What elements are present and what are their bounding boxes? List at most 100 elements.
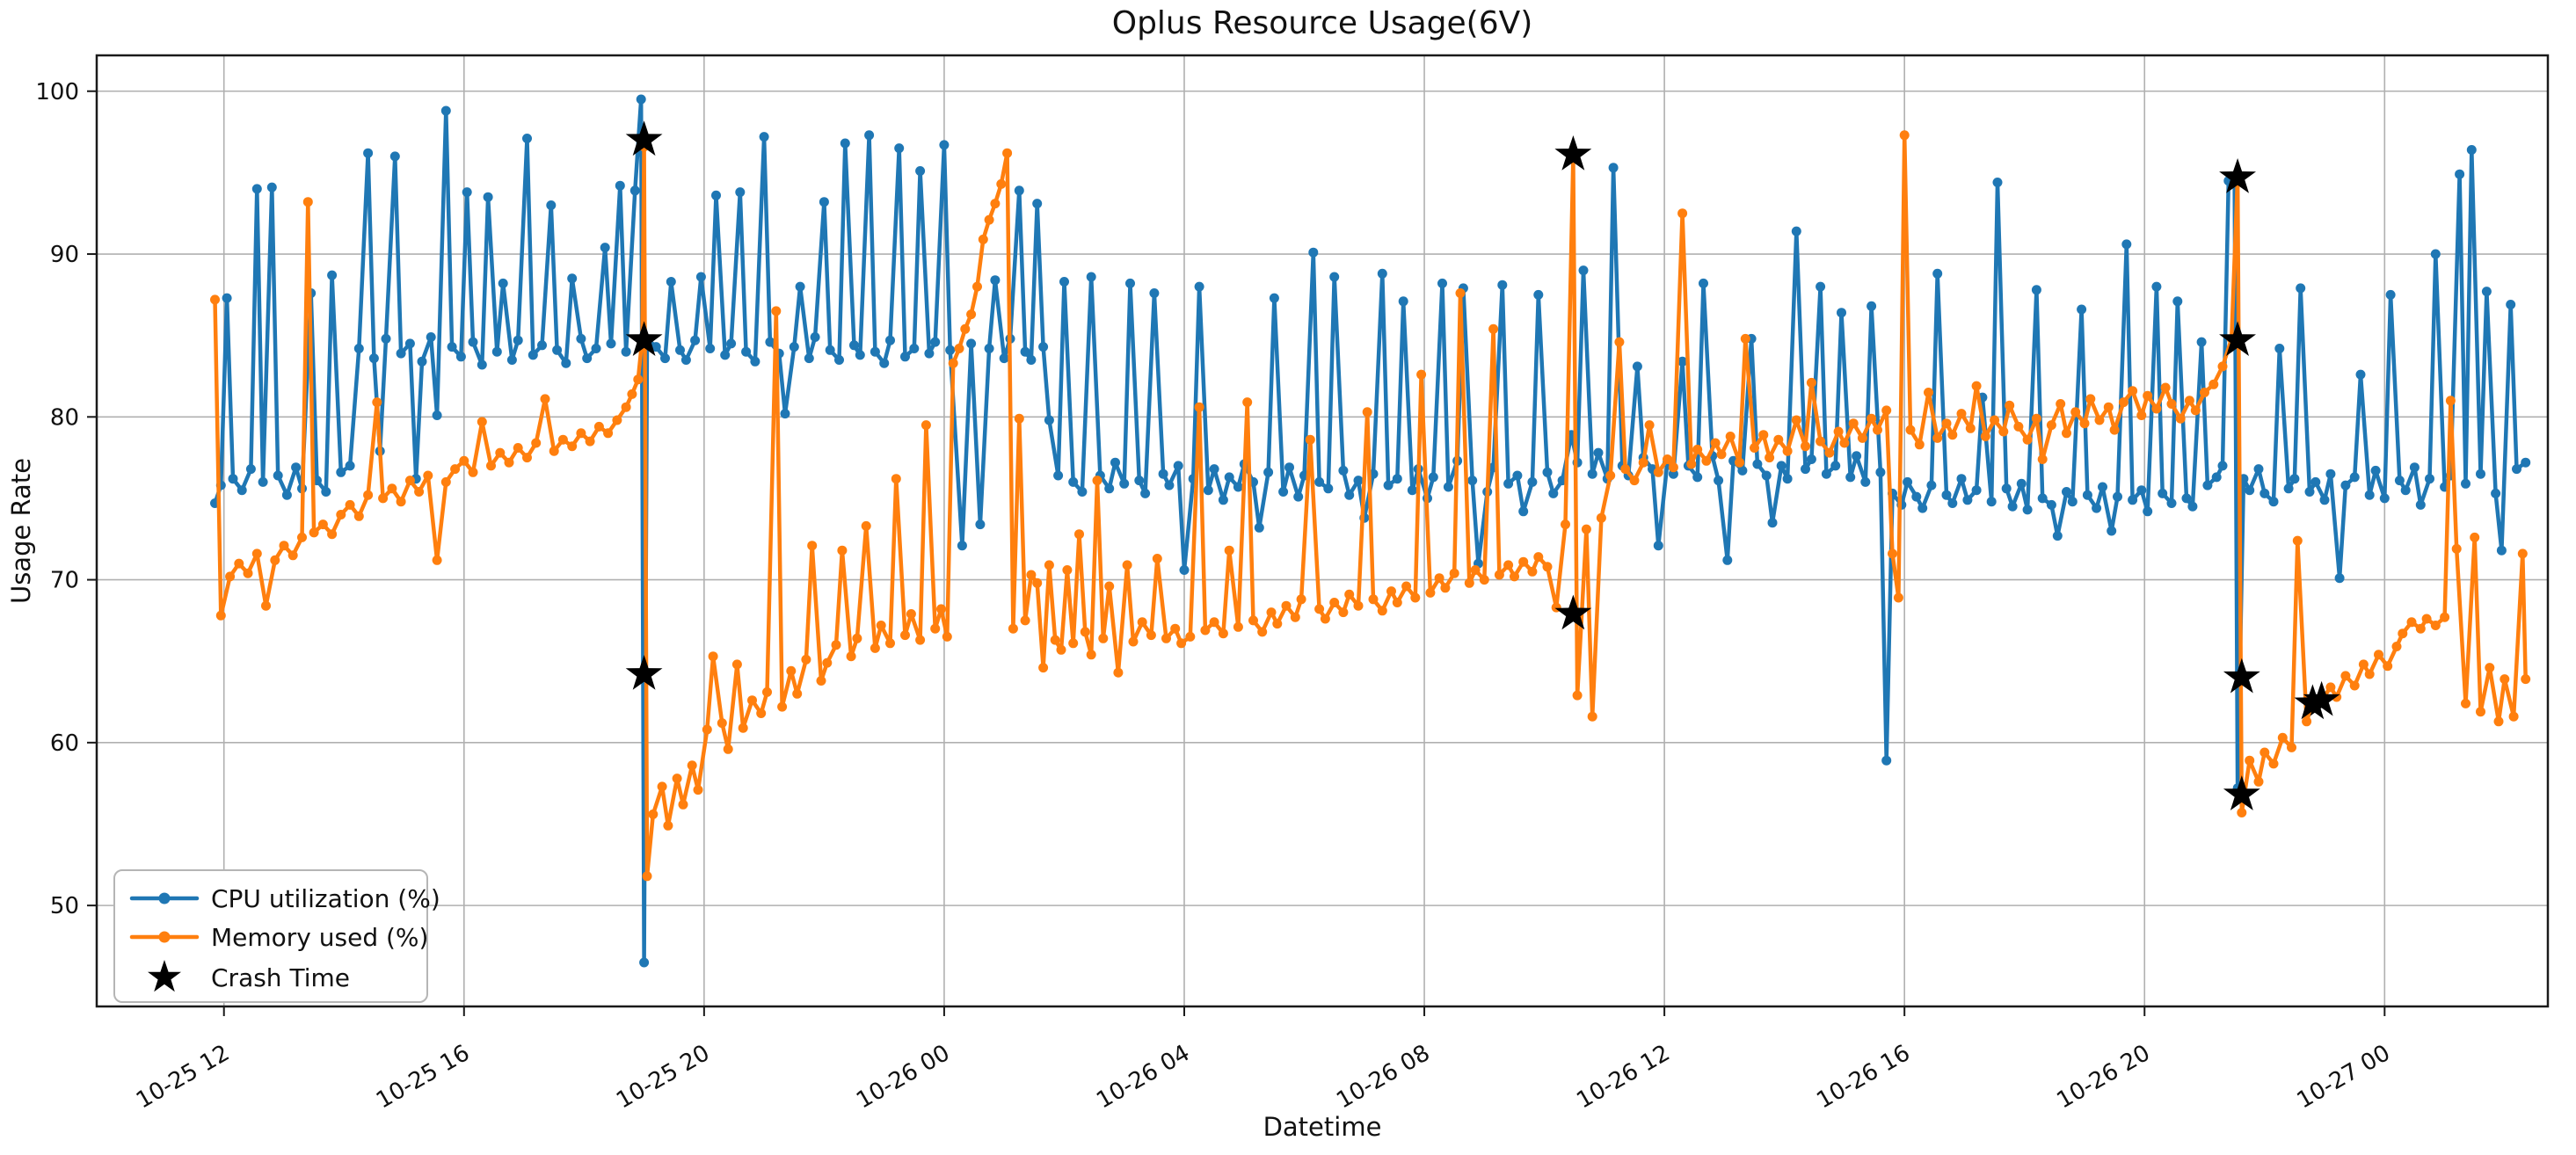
- data-point-marker: [2508, 711, 2519, 722]
- legend-item: CPU utilization (%): [129, 884, 440, 913]
- data-point-marker: [915, 635, 926, 645]
- data-point-marker: [1494, 570, 1504, 580]
- data-point-marker: [1200, 625, 1211, 636]
- data-point-marker: [642, 871, 652, 882]
- data-point-marker: [345, 461, 355, 471]
- data-point-marker: [1899, 130, 1910, 141]
- data-point-marker: [1837, 308, 1846, 318]
- data-point-marker: [1194, 402, 1204, 412]
- data-point-marker: [1971, 381, 1982, 391]
- data-point-marker: [251, 184, 262, 194]
- data-point-marker: [477, 417, 487, 427]
- data-point-marker: [1903, 476, 1913, 487]
- y-tick-label: 70: [50, 568, 79, 594]
- data-point-marker: [2046, 420, 2056, 431]
- data-point-marker: [1632, 361, 1642, 372]
- crash-star-icon: [625, 321, 663, 356]
- data-point-marker: [2521, 457, 2531, 468]
- data-point-marker: [1776, 461, 1786, 471]
- data-point-marker: [1608, 163, 1619, 173]
- data-point-marker: [2037, 454, 2048, 464]
- data-point-marker: [1179, 565, 1190, 575]
- x-tick-label: 10-26 12: [1572, 1040, 1674, 1114]
- data-point-marker: [2094, 415, 2105, 425]
- data-point-marker: [705, 344, 716, 353]
- legend-item-label: CPU utilization (%): [211, 884, 440, 913]
- data-point-marker: [387, 483, 397, 494]
- data-point-marker: [270, 555, 280, 565]
- data-point-marker: [1353, 600, 1364, 611]
- data-point-marker: [909, 344, 920, 353]
- data-point-marker: [636, 94, 646, 105]
- data-point-marker: [2209, 379, 2219, 389]
- data-point-marker: [363, 490, 374, 500]
- data-point-marker: [2118, 397, 2128, 408]
- legend-marker: [158, 931, 171, 943]
- data-point-marker: [816, 676, 826, 686]
- data-point-marker: [2379, 493, 2390, 504]
- data-point-marker: [266, 182, 277, 192]
- data-point-marker: [825, 345, 835, 355]
- data-point-marker: [2031, 285, 2041, 295]
- data-point-marker: [1845, 472, 1856, 483]
- data-point-marker: [954, 344, 964, 353]
- data-point-marker: [1224, 545, 1234, 556]
- data-point-marker: [1905, 425, 1916, 435]
- data-point-marker: [1266, 607, 1277, 618]
- x-tick-label: 10-27 00: [2293, 1040, 2395, 1114]
- data-point-marker: [1765, 453, 1775, 463]
- data-point-marker: [1572, 690, 1583, 701]
- data-point-marker: [1425, 587, 1436, 598]
- data-point-marker: [1857, 432, 1867, 443]
- data-point-marker: [368, 353, 379, 364]
- data-point-marker: [2406, 617, 2417, 628]
- data-point-marker: [2283, 483, 2294, 494]
- data-point-marker: [2496, 545, 2507, 556]
- data-point-marker: [1176, 638, 1187, 649]
- data-point-marker: [1449, 568, 1459, 578]
- data-point-marker: [2166, 498, 2177, 508]
- data-point-marker: [378, 493, 389, 504]
- data-point-marker: [1956, 474, 1967, 484]
- data-point-marker: [1791, 415, 1801, 425]
- x-tick-label: 10-26 00: [852, 1040, 954, 1114]
- data-point-marker: [1194, 281, 1204, 292]
- legend-item: Crash Time: [148, 960, 350, 992]
- data-point-marker: [576, 333, 586, 344]
- data-point-marker: [720, 350, 731, 360]
- data-point-marker: [639, 957, 650, 968]
- data-point-marker: [1888, 548, 1897, 559]
- data-point-marker: [1893, 592, 1903, 603]
- data-point-marker: [945, 345, 956, 355]
- data-point-marker: [2113, 491, 2122, 502]
- data-point-marker: [1038, 342, 1049, 352]
- data-point-marker: [593, 421, 604, 432]
- legend-item-label: Memory used (%): [211, 923, 428, 952]
- data-point-marker: [2211, 472, 2222, 483]
- data-point-marker: [2370, 465, 2381, 476]
- data-point-marker: [1026, 570, 1037, 580]
- data-point-marker: [2455, 169, 2465, 179]
- data-point-marker: [1305, 434, 1315, 445]
- series-line: [213, 133, 2528, 879]
- y-axis-label: Usage Rate: [6, 458, 36, 604]
- data-point-marker: [1128, 636, 1139, 647]
- data-point-marker: [1992, 178, 2003, 187]
- data-point-marker: [2364, 669, 2375, 679]
- data-point-marker: [1653, 541, 1663, 551]
- data-point-marker: [1806, 377, 1816, 388]
- data-point-marker: [1464, 578, 1474, 588]
- data-point-marker: [1161, 633, 1171, 643]
- data-point-marker: [1269, 293, 1279, 303]
- data-point-marker: [531, 438, 542, 448]
- data-point-marker: [1185, 631, 1196, 642]
- data-point-marker: [1699, 278, 1708, 288]
- data-point-marker: [1990, 415, 2000, 425]
- data-point-marker: [2440, 612, 2450, 622]
- data-point-marker: [906, 609, 916, 619]
- data-point-marker: [1059, 277, 1069, 287]
- data-point-marker: [1578, 265, 1589, 276]
- data-point-marker: [1644, 420, 1655, 431]
- data-point-marker: [2340, 671, 2351, 681]
